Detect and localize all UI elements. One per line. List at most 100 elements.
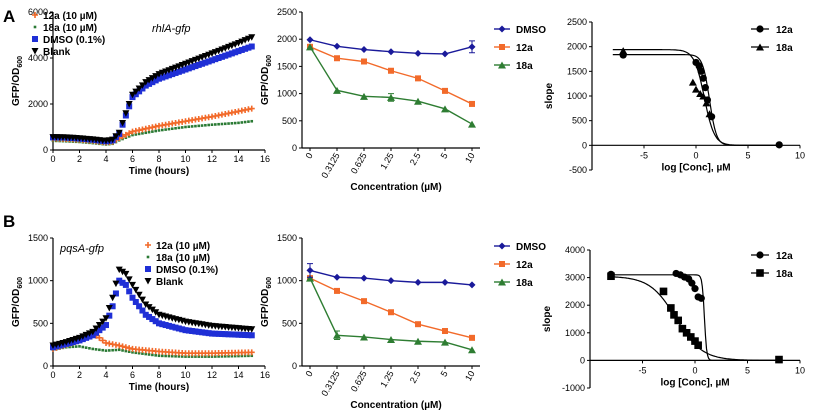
data-point [142,301,150,309]
data-point [333,86,341,94]
data-point-shape [132,286,140,294]
y-tick-label: 6000 [28,7,48,17]
data-point-shape [141,352,144,355]
chart-A2: 0 0.3125 0.625 1.25 2.5 5 10 0 500 1000 1500 2000 25… [260,7,546,193]
data-point-shape [200,124,204,127]
data-point [189,64,196,71]
y-axis-title: GFP/OD600 [11,277,24,327]
y-tick-label: 500 [282,318,297,328]
x-tick-label: 10 [463,151,477,165]
data-point [175,325,182,332]
data-point [222,331,229,338]
data-point-shape [699,74,707,82]
data-point-shape [688,279,696,287]
data-point-shape [185,65,192,72]
data-point-shape [172,69,179,76]
data-point [468,120,476,128]
data-point-shape [195,328,202,335]
data-point-shape [619,47,628,55]
data-point-shape [144,352,148,356]
data-point-shape [124,349,128,353]
data-point-shape [119,119,127,127]
data-point [360,274,368,282]
data-point-shape [122,110,130,117]
data-point [126,345,133,352]
data-point [135,291,143,299]
data-point [174,354,177,358]
data-point [361,298,367,305]
data-point [228,331,235,338]
data-point-shape [84,346,88,349]
data-point-shape [129,281,136,289]
data-point-shape [190,125,194,128]
data-point [222,52,229,59]
data-point [127,135,131,138]
data-point [132,299,139,305]
data-point [699,74,707,82]
data-point-shape [125,101,133,108]
data-point [131,351,134,354]
x-tick-label: 0.3125 [319,369,341,398]
y-tick-label: 1000 [28,276,48,286]
data-point-shape [139,307,146,314]
gene-label: rhlA-gfp [152,23,191,35]
legend-marker-shape [756,25,764,33]
data-point [232,49,239,56]
data-point-shape [179,326,186,333]
data-point [247,120,250,123]
data-point [137,132,141,136]
data-point-shape [147,353,151,356]
data-point [214,355,217,358]
data-point [156,75,162,82]
data-point-shape [189,64,196,71]
data-point [105,304,113,312]
data-point [697,294,705,302]
data-point [185,65,192,72]
data-point-shape [179,67,186,74]
x-tick-label: 6 [130,370,135,380]
data-point-shape [99,318,107,326]
data-point [242,45,249,52]
data-point [145,77,153,84]
data-point-shape [228,331,235,338]
data-point [360,92,368,100]
data-point-shape [78,345,81,348]
data-point-shape [247,354,250,358]
x-axis-title: Concentration (µM) [350,182,441,193]
data-point-shape [194,124,197,128]
data-point-shape [142,79,150,86]
data-point [157,129,161,132]
data-point-shape [670,311,678,319]
data-point-shape [182,66,189,73]
data-point-shape [146,80,153,87]
data-point [468,281,476,289]
data-point [223,122,227,126]
x-axis-title: Time (hours) [129,382,189,393]
data-point [209,330,215,337]
x-axis-title: Time (hours) [129,166,189,177]
data-point-shape [109,136,117,144]
data-point-shape [91,347,95,351]
data-point [101,348,104,352]
legend-entry: 18a [776,43,793,54]
data-point [88,346,91,350]
legend-entry: 12a (10 µM) [43,11,97,22]
data-point-shape [180,126,184,129]
legend-entry: DMSO (0.1%) [43,35,105,46]
data-point-shape [182,327,189,334]
data-point [99,318,107,326]
data-point-shape [98,348,101,352]
data-point-shape [134,351,138,355]
data-point-shape [607,272,615,281]
data-point-shape [334,287,340,294]
data-point [131,133,134,137]
data-point [674,316,682,325]
data-point-shape [112,290,119,297]
data-point [125,101,133,108]
data-point [122,344,129,351]
data-point-shape [468,346,476,354]
data-point [388,309,394,316]
data-point [387,336,395,344]
data-point-shape [111,348,114,352]
y-tick-label: 500 [282,116,297,126]
